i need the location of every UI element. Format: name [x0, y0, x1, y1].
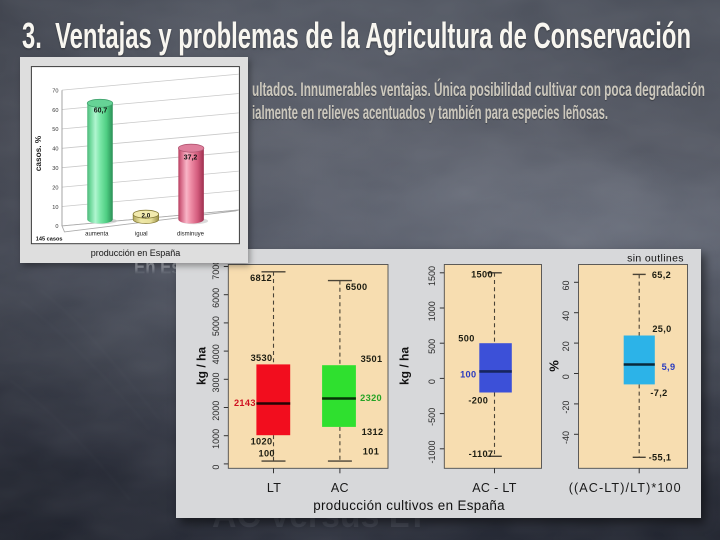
svg-text:6500: 6500: [345, 282, 367, 292]
svg-text:40: 40: [52, 146, 58, 152]
svg-text:sin outlines: sin outlines: [627, 252, 684, 264]
svg-text:40: 40: [561, 311, 571, 321]
svg-text:50: 50: [52, 127, 58, 133]
svg-text:producción cultivos en España: producción cultivos en España: [313, 498, 505, 513]
svg-text:AC - LT: AC - LT: [472, 481, 517, 495]
svg-text:kg / ha: kg / ha: [194, 347, 208, 385]
svg-text:500: 500: [458, 333, 474, 343]
svg-text:-500: -500: [426, 408, 436, 426]
svg-text:0: 0: [426, 379, 436, 384]
svg-text:AC: AC: [330, 481, 348, 495]
svg-text:0: 0: [561, 374, 571, 379]
svg-text:20: 20: [52, 185, 58, 191]
svg-text:1020: 1020: [250, 437, 272, 447]
svg-text:2000: 2000: [210, 401, 220, 421]
svg-text:-40: -40: [561, 431, 571, 444]
svg-text:1500: 1500: [426, 266, 436, 286]
svg-text:60: 60: [52, 107, 58, 113]
svg-text:3530: 3530: [250, 353, 272, 363]
svg-text:-1000: -1000: [426, 440, 436, 463]
svg-text:10: 10: [52, 204, 58, 210]
svg-text:3501: 3501: [360, 354, 382, 364]
svg-text:1000: 1000: [210, 429, 220, 449]
svg-text:casos. %: casos. %: [33, 135, 43, 171]
svg-text:20: 20: [561, 341, 571, 351]
svg-text:0: 0: [55, 224, 58, 230]
svg-text:2143: 2143: [233, 398, 255, 408]
svg-text:((AC-LT)/LT)*100: ((AC-LT)/LT)*100: [568, 481, 681, 495]
svg-text:4000: 4000: [210, 344, 220, 364]
svg-text:disminuye: disminuye: [176, 231, 204, 237]
svg-text:2,0: 2,0: [141, 212, 150, 219]
svg-text:-1107: -1107: [468, 449, 493, 459]
svg-text:6000: 6000: [210, 288, 220, 308]
svg-text:30: 30: [52, 166, 58, 172]
svg-text:1312: 1312: [361, 427, 383, 437]
svg-text:-7,2: -7,2: [650, 388, 667, 398]
svg-text:LT: LT: [266, 481, 280, 495]
svg-text:60: 60: [561, 280, 571, 290]
svg-text:0: 0: [210, 465, 220, 470]
svg-text:3000: 3000: [210, 372, 220, 392]
svg-text:2320: 2320: [360, 393, 382, 403]
svg-text:aumenta: aumenta: [85, 231, 109, 237]
svg-text:1500: 1500: [471, 269, 493, 279]
svg-text:500: 500: [426, 339, 436, 354]
svg-text:kg / ha: kg / ha: [397, 347, 411, 385]
svg-text:70: 70: [52, 88, 58, 94]
svg-text:100: 100: [460, 369, 476, 379]
svg-text:-200: -200: [468, 396, 488, 406]
svg-text:145 casos: 145 casos: [35, 236, 62, 242]
svg-text:25,0: 25,0: [652, 324, 671, 334]
svg-text:5,9: 5,9: [661, 362, 675, 372]
svg-text:65,2: 65,2: [651, 270, 670, 280]
svg-text:6812: 6812: [250, 273, 272, 283]
svg-text:5000: 5000: [210, 316, 220, 336]
svg-text:-55,1: -55,1: [648, 452, 671, 462]
svg-text:7000: 7000: [210, 260, 220, 280]
svg-text:-20: -20: [561, 401, 571, 414]
svg-text:%: %: [546, 360, 561, 372]
svg-text:60,7: 60,7: [93, 107, 107, 114]
svg-text:101: 101: [362, 446, 378, 456]
svg-text:producción en España: producción en España: [90, 247, 180, 257]
svg-text:igual: igual: [134, 231, 147, 237]
svg-text:1000: 1000: [426, 301, 436, 321]
svg-text:100: 100: [258, 448, 274, 458]
svg-text:37,2: 37,2: [183, 154, 197, 161]
